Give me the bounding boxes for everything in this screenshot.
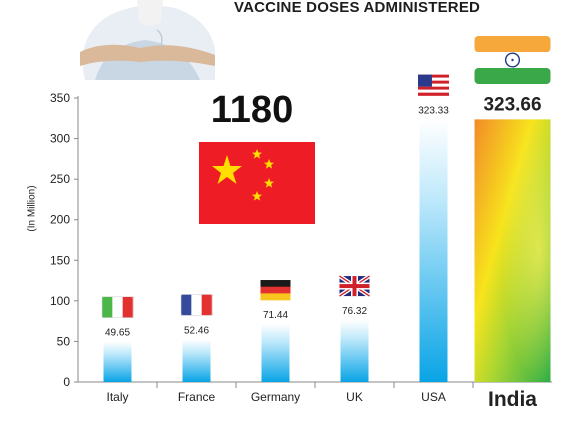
category-label-uk: UK bbox=[346, 390, 363, 404]
value-label-france: 52.46 bbox=[184, 325, 209, 336]
india-flag-icon bbox=[474, 36, 551, 84]
labels-layer: 49.65 Italy 52.46 France 71.44 Germany 76.32 UK… bbox=[105, 94, 542, 411]
category-label-italy: Italy bbox=[106, 390, 128, 404]
bars-layer bbox=[103, 119, 551, 382]
china-value-label: 1180 bbox=[210, 89, 294, 131]
y-tick-label: 250 bbox=[50, 172, 70, 186]
value-label-usa: 323.33 bbox=[418, 106, 449, 117]
usa-flag-icon bbox=[418, 74, 449, 96]
y-tick-label: 200 bbox=[50, 213, 70, 227]
bar-france bbox=[182, 339, 211, 382]
value-label-germany: 71.44 bbox=[263, 310, 288, 321]
axis-layer: 0 50 100 150 200 250 300 350 bbox=[50, 91, 552, 389]
bar-italy bbox=[103, 341, 132, 382]
category-label-usa: USA bbox=[421, 390, 446, 404]
bar-germany bbox=[261, 324, 290, 382]
y-tick-label: 100 bbox=[50, 294, 70, 308]
value-label-italy: 49.65 bbox=[105, 328, 130, 339]
germany-flag-icon bbox=[260, 280, 291, 301]
speaker-portrait-image bbox=[80, 0, 215, 80]
bar-uk bbox=[340, 320, 369, 382]
value-label-india: 323.66 bbox=[483, 94, 541, 115]
italy-flag-icon bbox=[101, 296, 134, 319]
y-tick-label: 50 bbox=[57, 334, 71, 348]
y-tick-label: 150 bbox=[50, 253, 70, 267]
flags-layer bbox=[101, 36, 551, 319]
category-label-france: France bbox=[178, 390, 216, 404]
india-bar-glow bbox=[474, 119, 551, 382]
y-tick-label: 350 bbox=[50, 91, 70, 105]
y-tick-label: 0 bbox=[63, 375, 70, 389]
uk-flag-icon bbox=[338, 274, 371, 298]
category-label-india: India bbox=[488, 388, 537, 411]
chart-title: VACCINE DOSES ADMINISTERED bbox=[234, 0, 481, 16]
category-label-germany: Germany bbox=[251, 390, 300, 404]
bar-usa bbox=[419, 119, 448, 382]
y-tick-label: 300 bbox=[50, 132, 70, 146]
y-axis-label: (In Million) bbox=[26, 185, 38, 232]
france-flag-icon bbox=[180, 294, 213, 316]
value-label-uk: 76.32 bbox=[342, 306, 367, 317]
china-flag-icon bbox=[199, 142, 315, 224]
